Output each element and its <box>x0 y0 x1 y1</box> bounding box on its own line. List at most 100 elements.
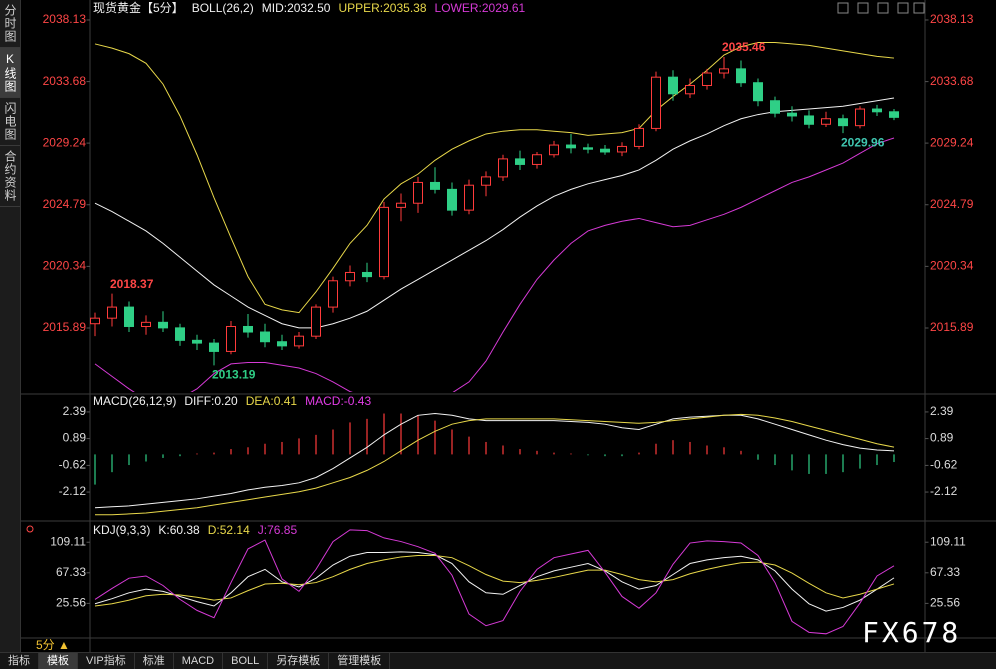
candle-body <box>447 188 457 211</box>
legend-label: MACD:-0.43 <box>305 394 371 408</box>
panel-frame <box>20 0 996 652</box>
candle-body <box>821 118 831 125</box>
extreme-label: 2035.46 <box>722 40 766 54</box>
candle-body <box>345 271 355 282</box>
candle-body <box>379 206 389 278</box>
candle-body <box>243 325 253 333</box>
candle-body <box>787 112 797 117</box>
boll-line <box>94 42 895 314</box>
sidebar: 分时图 K线图 闪电图 合约资料 <box>0 0 21 652</box>
y-tick-label: -2.12 <box>59 484 87 498</box>
legend-label: K:60.38 <box>158 523 200 537</box>
y-tick-label: 0.89 <box>63 431 87 445</box>
y-tick-label: 25.56 <box>56 596 86 610</box>
y-tick-label: 2.39 <box>63 404 87 418</box>
candle-body <box>158 321 168 329</box>
boll-line <box>94 97 895 329</box>
extreme-label: 2029.96 <box>841 135 885 149</box>
candle-body <box>226 325 236 352</box>
candle-body <box>719 68 729 74</box>
candle-body <box>600 148 610 153</box>
y-tick-label: 2020.34 <box>930 259 974 273</box>
period-selector[interactable]: 5分 ▲ <box>36 638 70 652</box>
candle-body <box>260 331 270 343</box>
candle-body <box>532 154 542 165</box>
candle-body <box>889 111 899 118</box>
legend-label: MID:2032.50 <box>262 1 331 15</box>
bottom-tab[interactable]: VIP指标 <box>78 653 135 669</box>
macd-line <box>95 413 895 516</box>
candle-body <box>855 108 865 127</box>
sidebar-tab[interactable]: 分时图 <box>0 0 20 48</box>
y-tick-label: -2.12 <box>930 484 958 498</box>
y-tick-label: 2015.89 <box>930 320 974 334</box>
legend-label: DIFF:0.20 <box>184 394 238 408</box>
candle-body <box>634 127 644 147</box>
legend-label: LOWER:2029.61 <box>435 1 526 15</box>
sidebar-tab[interactable]: 闪电图 <box>0 98 20 146</box>
candle-body <box>362 271 372 278</box>
candle-body <box>515 158 525 165</box>
y-tick-label: -0.62 <box>930 458 958 472</box>
candle-body <box>549 144 559 156</box>
y-tick-label: 109.11 <box>50 534 86 548</box>
candle-body <box>328 280 338 308</box>
bottom-tab[interactable]: 模板 <box>39 653 78 669</box>
y-tick-label: 2029.24 <box>43 135 87 149</box>
legend-label: D:52.14 <box>208 523 250 537</box>
y-tick-label: 25.56 <box>930 596 960 610</box>
sidebar-tab[interactable]: K线图 <box>0 48 20 98</box>
sidebar-tab[interactable]: 合约资料 <box>0 146 20 207</box>
y-tick-label: 2033.68 <box>43 74 87 88</box>
candle-body <box>175 327 185 341</box>
y-tick-label: 0.89 <box>930 431 954 445</box>
bottom-tab[interactable]: 管理模板 <box>329 653 391 669</box>
y-tick-label: 2024.79 <box>43 197 87 211</box>
candle-body <box>107 306 117 319</box>
candle-body <box>668 76 678 95</box>
candle-body <box>685 84 695 95</box>
legend-label: 现货黄金【5分】 <box>93 0 184 15</box>
indicator-line <box>94 551 895 612</box>
bottom-tab[interactable]: 标准 <box>135 653 174 669</box>
candle-body <box>583 147 593 150</box>
plot-area <box>94 529 895 635</box>
y-tick-label: 2015.89 <box>43 320 87 334</box>
panel-icon <box>26 525 34 533</box>
candle-body <box>804 115 814 125</box>
bottom-tab[interactable]: BOLL <box>223 653 269 669</box>
extreme-label: 2018.37 <box>110 277 154 291</box>
candle-body <box>124 306 134 327</box>
candle-body <box>413 181 423 204</box>
y-tick-label: 109.11 <box>930 534 966 548</box>
y-tick-label: 2029.24 <box>930 135 974 149</box>
y-tick-label: 67.33 <box>930 565 960 579</box>
candle-body <box>770 100 780 114</box>
toolbar-icons[interactable] <box>837 2 925 14</box>
legend-label: KDJ(9,3,3) <box>93 523 150 537</box>
boll-line <box>94 137 895 392</box>
candle-body <box>617 145 627 153</box>
y-tick-label: 67.33 <box>56 565 86 579</box>
candle-body <box>753 82 763 102</box>
indicator-line <box>94 529 895 635</box>
candle-body <box>651 76 661 129</box>
y-tick-label: 2020.34 <box>43 259 87 273</box>
period-label[interactable]: 5分 <box>36 638 55 652</box>
candle-body <box>192 339 202 344</box>
candle-body <box>90 317 100 325</box>
legend-label: BOLL(26,2) <box>192 1 254 15</box>
candle-body <box>430 181 440 190</box>
chart: 2038.13 2038.13 2033.68 2033.68 2029.24 2029.… <box>20 0 996 652</box>
legend-label: J:76.85 <box>258 523 298 537</box>
plot-area <box>90 42 899 392</box>
legend-label: DEA:0.41 <box>246 394 298 408</box>
y-tick-label: 2038.13 <box>930 12 974 26</box>
bottom-tab[interactable]: 指标 <box>0 653 39 669</box>
bottom-tab[interactable]: 另存模板 <box>268 653 330 669</box>
bottom-tab[interactable]: MACD <box>174 653 224 669</box>
candle-body <box>464 184 474 211</box>
y-tick-label: -0.62 <box>59 458 87 472</box>
y-tick-label: 2.39 <box>930 404 954 418</box>
